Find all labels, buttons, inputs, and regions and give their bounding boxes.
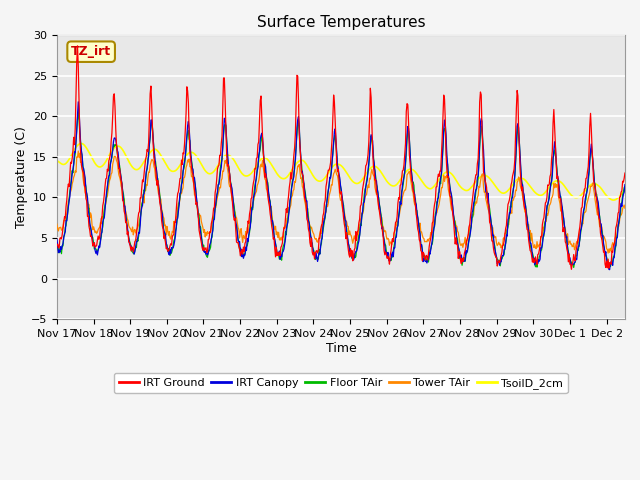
Legend: IRT Ground, IRT Canopy, Floor TAir, Tower TAir, TsoilD_2cm: IRT Ground, IRT Canopy, Floor TAir, Towe…: [115, 373, 568, 393]
Title: Surface Temperatures: Surface Temperatures: [257, 15, 425, 30]
Text: TZ_irt: TZ_irt: [71, 45, 111, 58]
Y-axis label: Temperature (C): Temperature (C): [15, 126, 28, 228]
X-axis label: Time: Time: [326, 342, 356, 355]
